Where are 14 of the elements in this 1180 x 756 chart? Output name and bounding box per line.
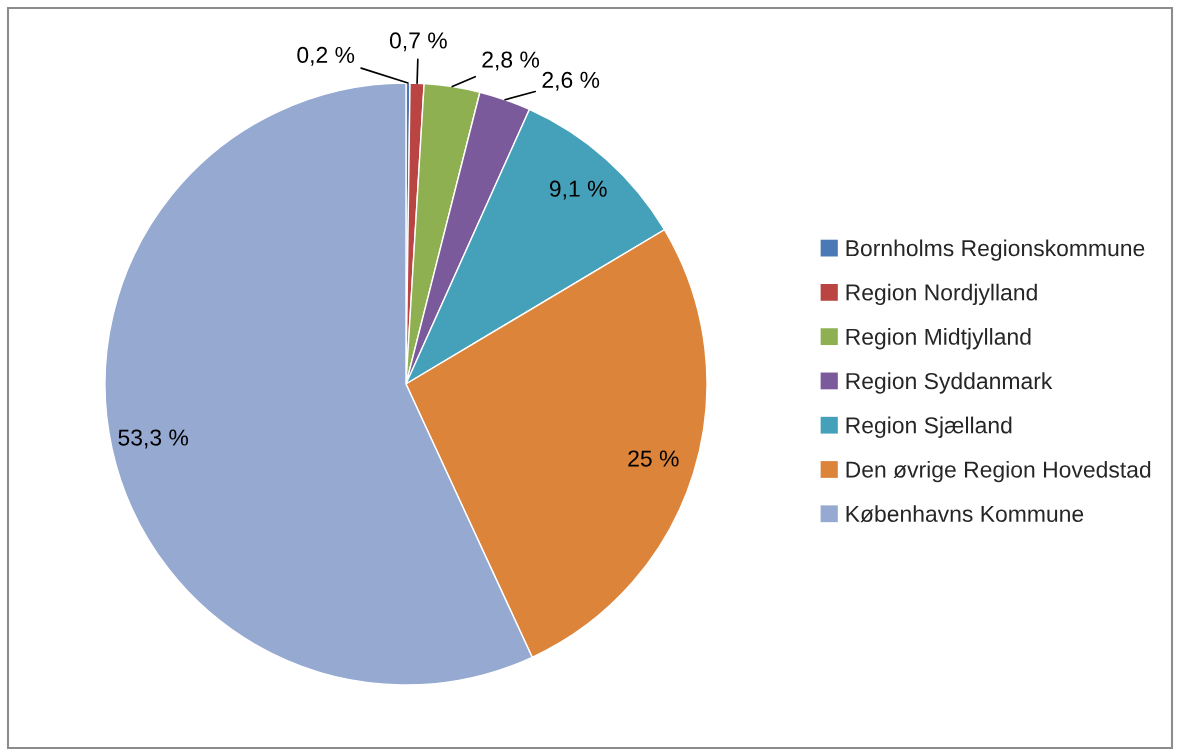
legend-label: Bornholms Regionskommune <box>846 239 1145 261</box>
legend-label: Region Sjælland <box>846 416 1012 438</box>
legend-label: Region Syddanmark <box>846 372 1053 394</box>
data-label: 0,2 % <box>297 46 355 66</box>
data-label: 2,6 % <box>542 71 600 91</box>
data-label: 9,1 % <box>549 180 607 200</box>
legend-label: Region Midtjylland <box>846 328 1031 350</box>
data-label: 0,7 % <box>389 32 447 52</box>
legend-label: Københavns Kommune <box>846 505 1084 523</box>
data-label: 2,8 % <box>482 51 540 71</box>
legend-label: Region Nordjylland <box>846 283 1037 306</box>
data-label: 25 % <box>628 450 679 467</box>
legend-label: Den øvrige Region Hovedstad <box>846 460 1151 483</box>
data-label: 53,3 % <box>118 429 189 449</box>
